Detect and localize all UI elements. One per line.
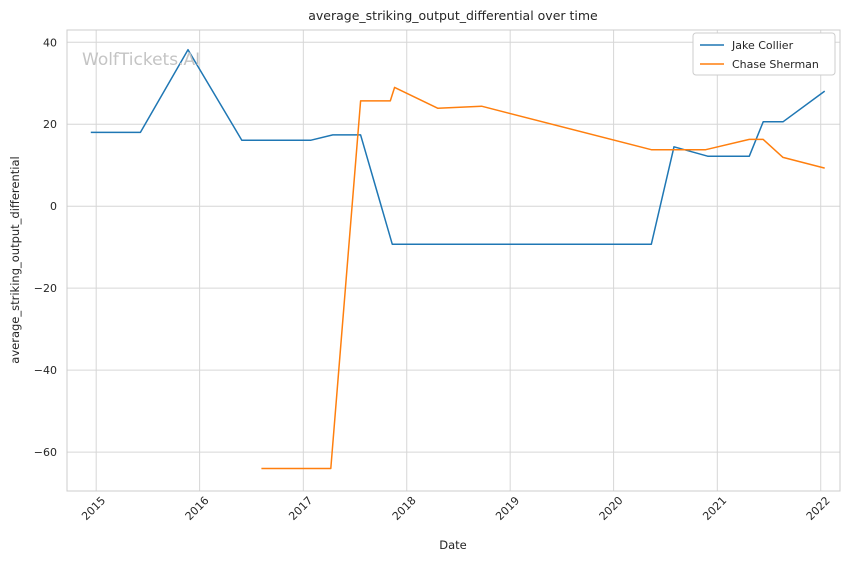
y-tick-label: 20 bbox=[43, 118, 57, 131]
chart-title: average_striking_output_differential ove… bbox=[308, 8, 598, 23]
series-line-jake-collier bbox=[90, 48, 826, 246]
y-tick-label: −40 bbox=[34, 364, 57, 377]
y-tick-label: −20 bbox=[34, 282, 57, 295]
series-layer bbox=[90, 48, 826, 470]
legend-box bbox=[692, 32, 836, 76]
y-tick-label: 40 bbox=[43, 36, 57, 49]
y-tick-label: 0 bbox=[50, 200, 57, 213]
series-line-chase-sherman bbox=[261, 86, 825, 470]
legend-label-jake-collier: Jake Collier bbox=[731, 39, 794, 52]
y-axis-ticks: 40 20 0 −20 −40 −60 bbox=[34, 36, 57, 459]
legend-label-chase-sherman: Chase Sherman bbox=[732, 58, 819, 71]
plot-frame bbox=[66, 29, 841, 492]
legend: Jake Collier Chase Sherman bbox=[692, 32, 836, 76]
y-axis-label: average_striking_output_differential bbox=[8, 156, 22, 363]
watermark: WolfTickets.AI bbox=[82, 50, 200, 70]
x-axis-label: Date bbox=[439, 538, 467, 552]
x-grid bbox=[95, 30, 822, 491]
y-tick-label: −60 bbox=[34, 446, 57, 459]
